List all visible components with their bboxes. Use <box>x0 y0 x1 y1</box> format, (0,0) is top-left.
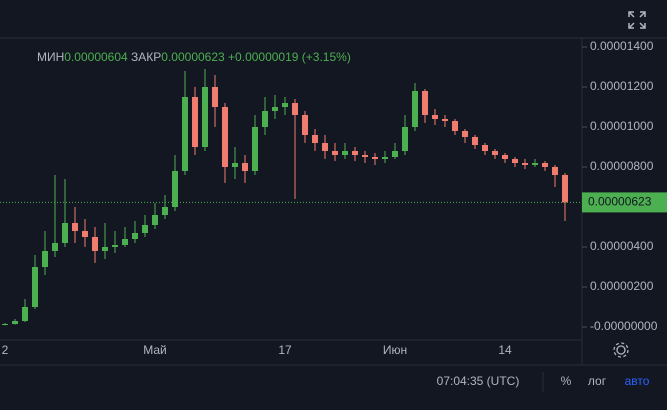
candle-body <box>522 163 528 165</box>
candle-body <box>562 175 568 203</box>
candle-body <box>242 163 248 171</box>
candle-body <box>312 135 318 143</box>
y-tick-label: 0.00001400 <box>590 39 654 53</box>
candle-body <box>262 111 268 127</box>
candle-body <box>32 267 38 307</box>
candle-body <box>2 324 8 325</box>
legend: МИН0.00000604 ЗАКР0.00000623 +0.00000019… <box>37 50 351 64</box>
candle-body <box>392 151 398 157</box>
candle-body <box>52 243 58 251</box>
clock: 07:04:35 (UTC) <box>437 374 520 388</box>
candle-body <box>232 163 238 167</box>
candle-body <box>342 151 348 155</box>
candle-body <box>252 127 258 171</box>
candle-body <box>422 91 428 115</box>
candle-body <box>412 91 418 127</box>
candle-body <box>222 107 228 167</box>
candle-body <box>182 97 188 171</box>
candle-body <box>452 121 458 131</box>
candle-body <box>162 207 168 215</box>
log-toggle[interactable]: лог <box>588 374 607 388</box>
candle-body <box>72 223 78 231</box>
candle-body <box>22 307 28 321</box>
candle-body <box>112 245 118 247</box>
candle-body <box>432 115 438 119</box>
candle-body <box>102 247 108 251</box>
candle-body <box>352 151 358 155</box>
candle-body <box>142 225 148 233</box>
candle-body <box>192 97 198 147</box>
low-label: МИН <box>37 50 64 64</box>
candle-body <box>462 131 468 137</box>
low-value: 0.00000604 <box>64 50 128 64</box>
change-value: +0.00000019 (+3.15%) <box>228 50 351 64</box>
candle-body <box>122 239 128 245</box>
candle-body <box>372 157 378 159</box>
candle-body <box>442 119 448 121</box>
fullscreen-icon[interactable] <box>628 11 646 29</box>
candle-body <box>42 251 48 267</box>
candle-body <box>212 87 218 107</box>
x-tick-label: 14 <box>498 343 512 357</box>
x-tick-label: Май <box>143 343 167 357</box>
candle-body <box>322 143 328 151</box>
x-tick-label: Июн <box>383 343 407 357</box>
candle-body <box>552 167 558 175</box>
y-tick-label: 0.00001200 <box>590 79 654 93</box>
last-price-box <box>582 192 667 213</box>
candle-body <box>502 155 508 159</box>
candle-body <box>202 87 208 147</box>
candle-body <box>92 237 98 251</box>
candle-body <box>292 103 298 115</box>
y-tick-label: 0.00001000 <box>590 119 654 133</box>
candle-body <box>472 137 478 145</box>
candle-body <box>332 151 338 155</box>
candle-body <box>302 115 308 135</box>
candle-body <box>132 233 138 239</box>
candle-body <box>382 157 388 159</box>
candle-body <box>62 223 68 243</box>
settings-icon[interactable] <box>613 342 629 358</box>
candle-body <box>512 159 518 163</box>
candle-body <box>482 145 488 151</box>
candle-body <box>402 127 408 151</box>
candle-body <box>492 151 498 155</box>
y-tick-label: 0.00000800 <box>590 159 654 173</box>
candle-body <box>152 215 158 225</box>
last-price-label: 0.00000623 <box>588 195 652 209</box>
candle-body <box>282 103 288 107</box>
y-tick-label: 0.00000200 <box>590 279 654 293</box>
candle-body <box>532 163 538 165</box>
y-tick-label: 0.00000400 <box>590 239 654 253</box>
auto-toggle[interactable]: авто <box>625 374 650 388</box>
y-tick-label: -0.00000000 <box>590 319 658 333</box>
x-tick-label: 17 <box>278 343 292 357</box>
candle-body <box>82 231 88 237</box>
percent-toggle[interactable]: % <box>561 374 572 388</box>
close-label: ЗАКР <box>131 50 161 64</box>
candle-body <box>172 171 178 207</box>
x-tick-label: 2 <box>2 343 9 357</box>
close-value: 0.00000623 <box>161 50 225 64</box>
candle-body <box>362 155 368 157</box>
candle-body <box>542 163 548 167</box>
candle-body <box>12 321 18 324</box>
candle-body <box>272 107 278 111</box>
